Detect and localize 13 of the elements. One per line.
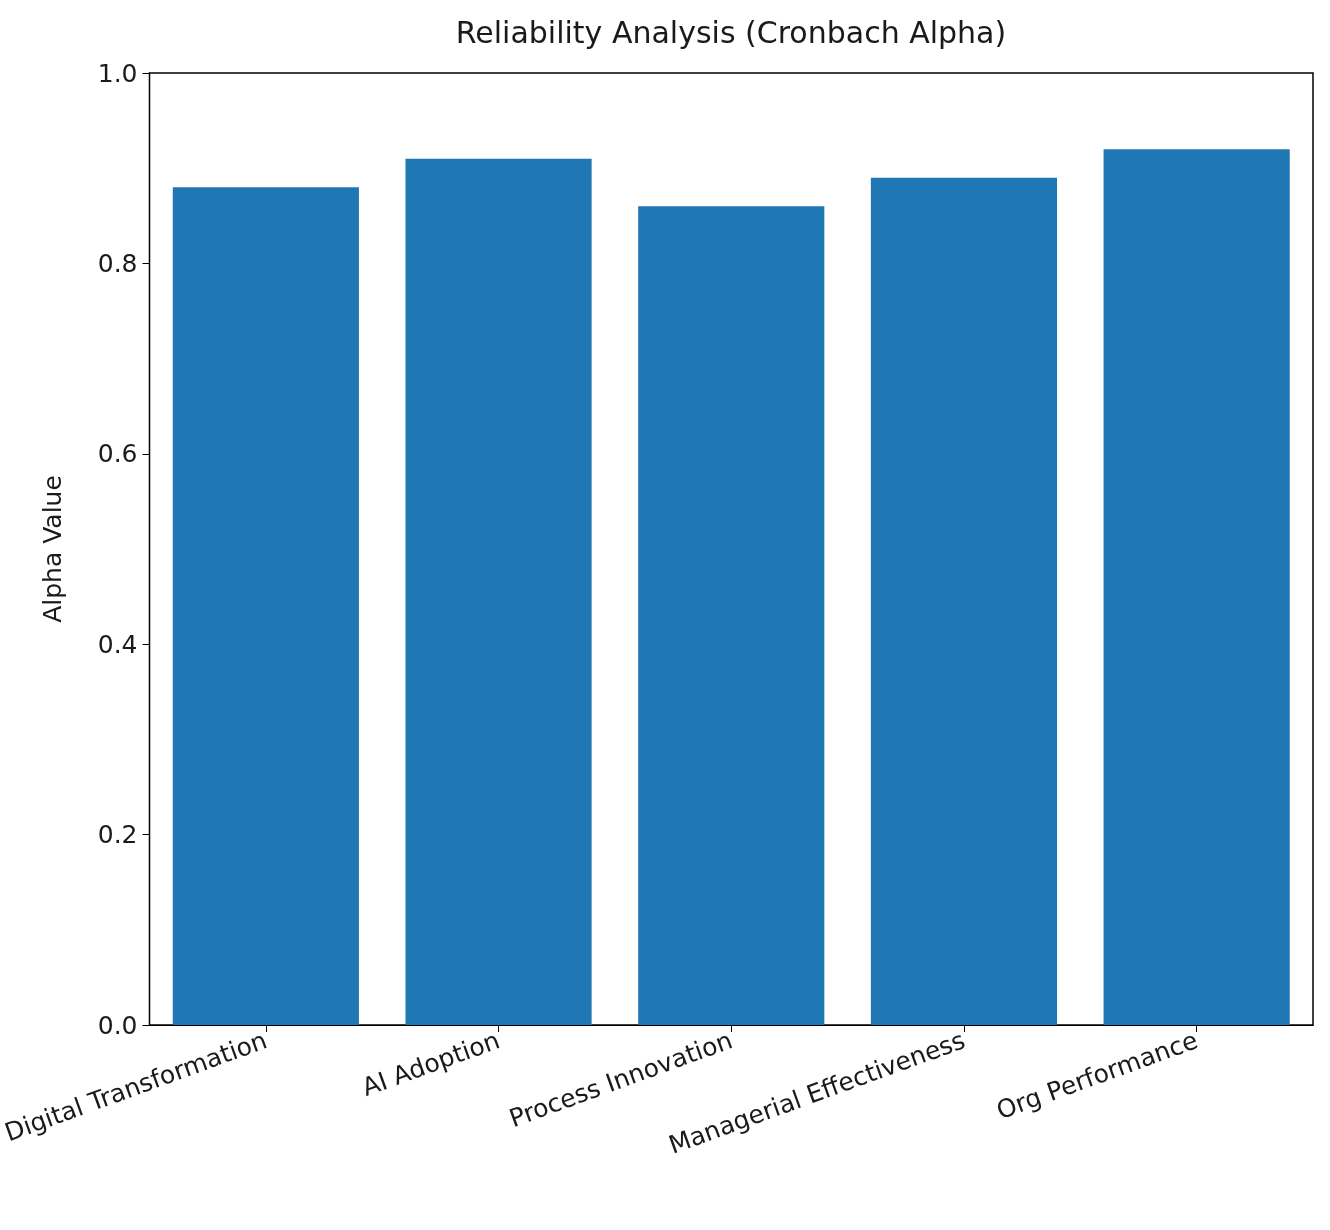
bar xyxy=(172,187,359,1025)
y-tick-label: 0.4 xyxy=(97,629,138,659)
y-tick-label: 0.6 xyxy=(97,439,138,469)
bar xyxy=(1103,149,1290,1025)
y-tick-label: 0.8 xyxy=(97,248,138,278)
bar xyxy=(405,158,592,1025)
y-tick-label: 0.2 xyxy=(97,820,138,850)
chart-title: Reliability Analysis (Cronbach Alpha) xyxy=(455,14,1007,50)
bar xyxy=(870,177,1058,1025)
y-axis-title: Alpha Value xyxy=(37,475,67,623)
y-tick-label: 0.0 xyxy=(97,1010,138,1040)
bar xyxy=(638,206,825,1025)
y-tick-label: 1.0 xyxy=(97,58,138,88)
